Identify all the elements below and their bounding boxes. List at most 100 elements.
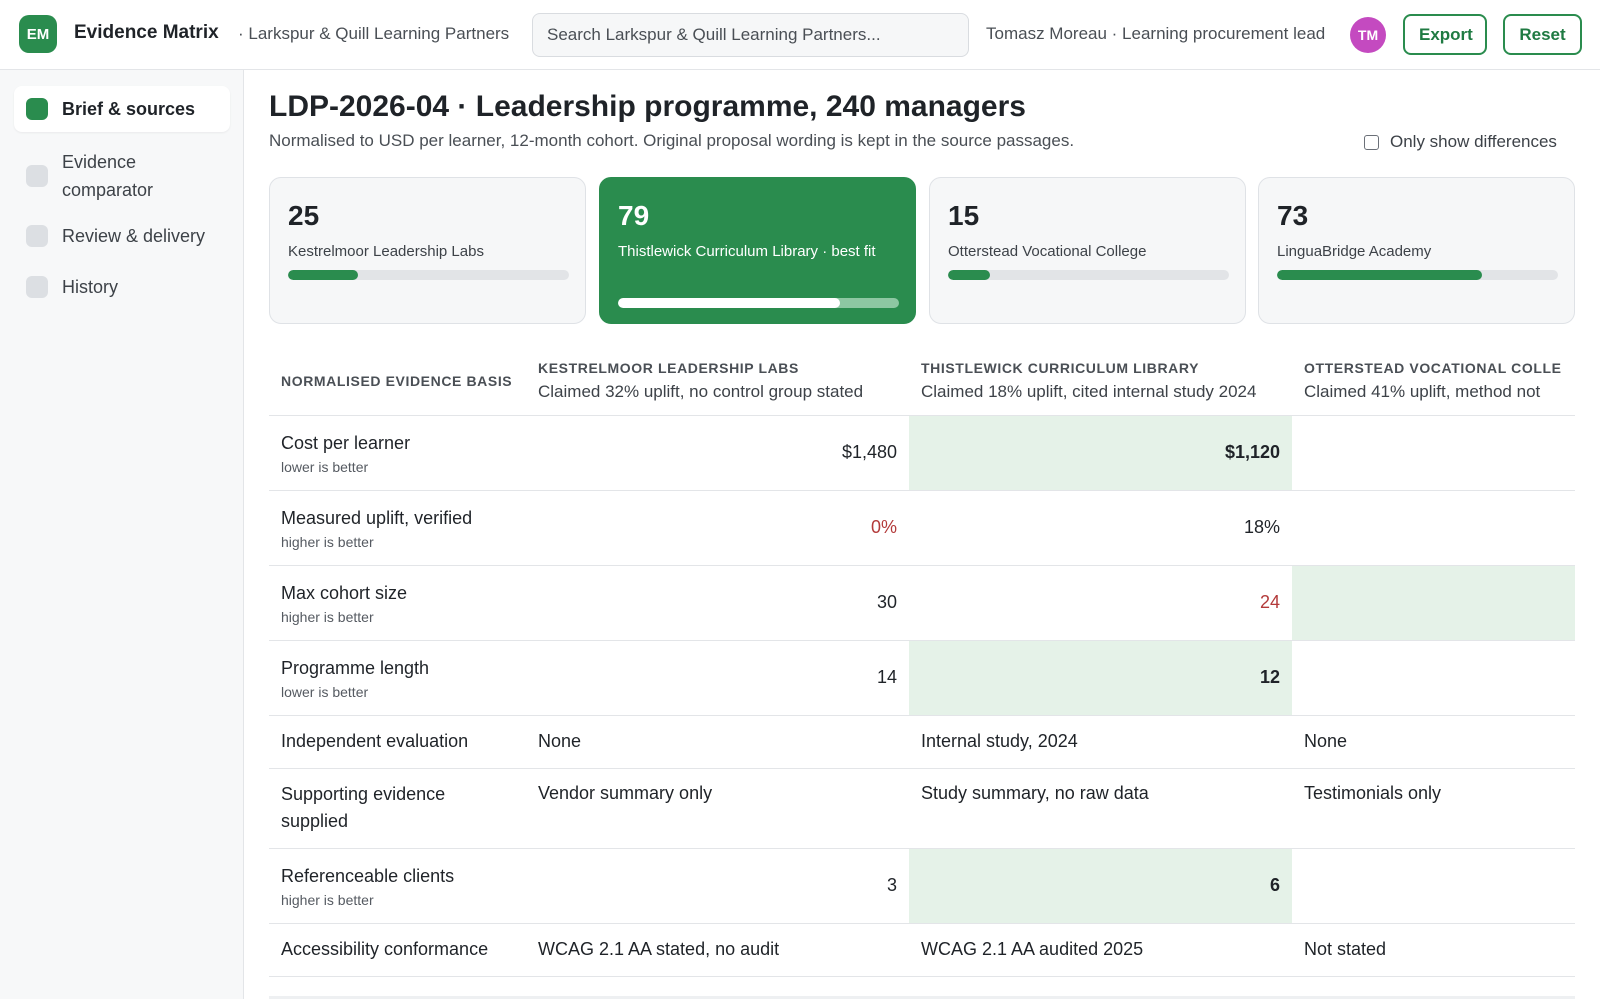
vendor-card[interactable]: 25 Kestrelmoor Leadership Labs — [269, 177, 586, 324]
next-section-edge — [269, 996, 1575, 999]
app-title: Evidence Matrix — [74, 22, 219, 43]
table-cell-best: 12 — [909, 640, 1292, 716]
row-label: Max cohort size — [281, 583, 408, 603]
sidebar-item-label: Brief & sources — [62, 99, 196, 119]
basis-header: NORMALISED EVIDENCE BASIS — [269, 347, 526, 416]
row-label: Accessibility conformance — [281, 939, 489, 959]
vendor-column-name: KESTRELMOOR LEADERSHIP LABS — [538, 359, 799, 376]
nav-square-icon — [26, 98, 48, 120]
row-label: Referenceable clients — [281, 866, 455, 886]
vendor-name: Thistlewick Curriculum Library · best fi… — [618, 243, 876, 260]
row-label: Independent evaluation — [281, 731, 469, 751]
score-bar — [618, 298, 899, 308]
table-row: Programme length lower is better 14 12 — [269, 640, 1575, 716]
sidebar-item-label: Evidence comparator — [62, 152, 154, 200]
row-hint: higher is better — [281, 609, 374, 625]
table-cell: Internal study, 2024 — [909, 715, 1292, 769]
row-basis: Referenceable clients higher is better — [269, 848, 526, 924]
vendor-column-header[interactable]: KESTRELMOOR LEADERSHIP LABS Claimed 32% … — [526, 347, 909, 416]
evidence-matrix: NORMALISED EVIDENCE BASIS KESTRELMOOR LE… — [269, 347, 1575, 999]
table-row: Accessibility conformance WCAG 2.1 AA st… — [269, 923, 1575, 977]
sidebar-item-brief-sources[interactable]: Brief & sources — [14, 86, 230, 132]
reset-button[interactable]: Reset — [1503, 14, 1582, 55]
score-bar-fill — [618, 298, 840, 308]
vendor-claim: Claimed 18% uplift, cited internal study… — [921, 381, 1257, 401]
score-bar — [948, 270, 1229, 280]
table-cell-best — [1292, 565, 1575, 641]
table-cell: WCAG 2.1 AA audited 2025 — [909, 923, 1292, 977]
evidence-table: NORMALISED EVIDENCE BASIS KESTRELMOOR LE… — [269, 347, 1575, 977]
row-basis: Independent evaluation — [269, 715, 526, 769]
table-cell: 14 — [526, 640, 909, 716]
vendor-name: Kestrelmoor Leadership Labs — [288, 243, 484, 260]
only-differences-checkbox[interactable] — [1364, 134, 1379, 150]
row-hint: higher is better — [281, 534, 374, 550]
vendor-score: 15 — [948, 200, 980, 231]
table-cell: $1,480 — [526, 415, 909, 491]
table-row: Supporting evidence supplied Vendor summ… — [269, 768, 1575, 849]
export-button[interactable]: Export — [1403, 14, 1487, 55]
vendor-column-name: THISTLEWICK CURRICULUM LIBRARY — [921, 359, 1200, 376]
vendor-score: 73 — [1277, 200, 1309, 231]
row-hint: lower is better — [281, 459, 369, 475]
sidebar-item-history[interactable]: History — [14, 267, 230, 307]
sidebar-item-evidence-comparator[interactable]: Evidence comparator — [14, 146, 230, 206]
score-bar-fill — [948, 270, 991, 280]
table-cell — [1292, 848, 1575, 924]
row-basis: Cost per learner lower is better — [269, 415, 526, 491]
table-cell: None — [526, 715, 909, 769]
vendor-card-best-fit[interactable]: 79 Thistlewick Curriculum Library · best… — [599, 177, 916, 324]
avatar[interactable]: TM — [1350, 17, 1386, 53]
row-hint: higher is better — [281, 892, 374, 908]
vendor-column-name: OTTERSTEAD VOCATIONAL COLLE — [1304, 359, 1562, 376]
vendor-column-header[interactable]: THISTLEWICK CURRICULUM LIBRARY Claimed 1… — [909, 347, 1292, 416]
vendor-card[interactable]: 15 Otterstead Vocational College — [929, 177, 1246, 324]
search-input[interactable] — [532, 13, 969, 57]
sidebar: Brief & sources Evidence comparator Revi… — [0, 70, 244, 999]
row-basis: Accessibility conformance — [269, 923, 526, 977]
only-differences-toggle[interactable]: Only show differences — [1364, 132, 1557, 152]
vendor-score: 79 — [618, 200, 650, 231]
table-cell: WCAG 2.1 AA stated, no audit — [526, 923, 909, 977]
row-hint: lower is better — [281, 684, 369, 700]
row-label: Programme length — [281, 658, 430, 678]
table-cell: None — [1292, 715, 1575, 769]
table-header-row: NORMALISED EVIDENCE BASIS KESTRELMOOR LE… — [269, 347, 1575, 416]
org-name: · Larkspur & Quill Learning Partners — [238, 24, 510, 43]
score-bar — [288, 270, 569, 280]
table-cell: Not stated — [1292, 923, 1575, 977]
table-cell — [1292, 490, 1575, 566]
vendor-column-header[interactable]: OTTERSTEAD VOCATIONAL COLLE Claimed 41% … — [1292, 347, 1575, 416]
table-cell: Vendor summary only — [526, 768, 909, 849]
table-cell: 30 — [526, 565, 909, 641]
table-row: Independent evaluation None Internal stu… — [269, 715, 1575, 769]
score-bar-fill — [288, 270, 359, 280]
row-label: Cost per learner — [281, 433, 411, 453]
table-cell: 3 — [526, 848, 909, 924]
table-row: Referenceable clients higher is better 3… — [269, 848, 1575, 924]
page-subtitle: Normalised to USD per learner, 12-month … — [269, 131, 1075, 150]
table-cell-best: $1,120 — [909, 415, 1292, 491]
nav-square-icon — [26, 225, 48, 247]
table-cell-worst: 24 — [909, 565, 1292, 641]
page-title: LDP-2026-04 · Leadership programme, 240 … — [269, 90, 1026, 123]
user-info: Tomasz Moreau · Learning procurement lea… — [986, 24, 1326, 43]
row-basis: Measured uplift, verified higher is bett… — [269, 490, 526, 566]
top-bar: EM Evidence Matrix · Larkspur & Quill Le… — [0, 0, 1600, 70]
basis-header-label: NORMALISED EVIDENCE BASIS — [281, 372, 513, 389]
nav-square-icon — [26, 165, 48, 187]
vendor-name: LinguaBridge Academy — [1277, 243, 1432, 260]
vendor-card[interactable]: 73 LinguaBridge Academy — [1258, 177, 1575, 324]
table-row: Max cohort size higher is better 30 24 — [269, 565, 1575, 641]
vendor-claim: Claimed 41% uplift, method not — [1304, 381, 1541, 401]
sidebar-item-review-delivery[interactable]: Review & delivery — [14, 216, 230, 256]
sidebar-item-label: Review & delivery — [62, 226, 206, 246]
table-cell-best: 6 — [909, 848, 1292, 924]
row-basis: Programme length lower is better — [269, 640, 526, 716]
only-differences-label: Only show differences — [1390, 132, 1557, 151]
table-row: Cost per learner lower is better $1,480 … — [269, 415, 1575, 491]
app-logo: EM — [19, 15, 57, 53]
table-cell — [1292, 415, 1575, 491]
row-basis: Supporting evidence supplied — [269, 768, 526, 849]
score-bar — [1277, 270, 1558, 280]
